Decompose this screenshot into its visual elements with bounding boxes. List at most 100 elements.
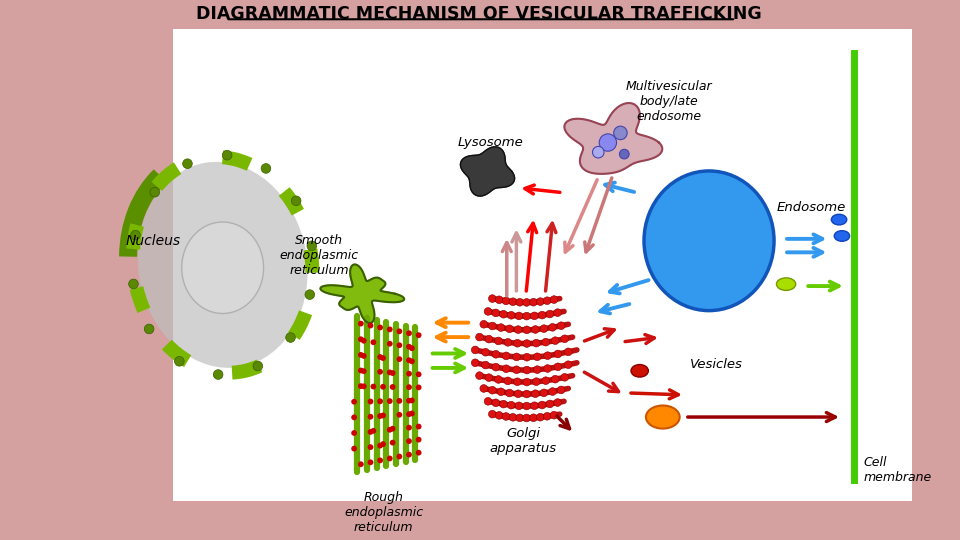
Circle shape [368, 399, 373, 404]
Circle shape [514, 378, 521, 386]
Circle shape [129, 279, 138, 289]
Circle shape [546, 400, 554, 408]
Circle shape [387, 369, 393, 375]
Circle shape [531, 312, 539, 320]
Circle shape [558, 322, 565, 329]
Text: Nucleus: Nucleus [126, 234, 180, 248]
Circle shape [523, 299, 531, 306]
Ellipse shape [631, 364, 648, 377]
Circle shape [371, 383, 376, 389]
Circle shape [307, 241, 317, 251]
Circle shape [504, 377, 512, 384]
Polygon shape [564, 103, 662, 174]
Circle shape [482, 361, 490, 369]
Circle shape [409, 346, 415, 351]
Circle shape [361, 368, 367, 374]
Circle shape [489, 386, 496, 394]
Circle shape [537, 413, 544, 421]
Circle shape [619, 149, 629, 159]
Text: Smooth
endoplasmic
reticulum: Smooth endoplasmic reticulum [279, 234, 358, 276]
Circle shape [416, 372, 421, 377]
Text: DIAGRAMMATIC MECHANISM OF VESICULAR TRAFFICKING: DIAGRAMMATIC MECHANISM OF VESICULAR TRAF… [196, 5, 761, 23]
Circle shape [351, 415, 357, 420]
Circle shape [368, 323, 373, 328]
Circle shape [489, 295, 496, 302]
Circle shape [523, 414, 531, 422]
Circle shape [509, 298, 516, 306]
Circle shape [502, 365, 510, 373]
Circle shape [406, 384, 412, 390]
Ellipse shape [834, 231, 850, 241]
Circle shape [371, 428, 376, 434]
Circle shape [499, 400, 507, 408]
Circle shape [471, 359, 479, 367]
Circle shape [554, 363, 562, 370]
Circle shape [492, 399, 499, 407]
Circle shape [492, 309, 499, 317]
Circle shape [371, 339, 376, 345]
Circle shape [471, 346, 479, 354]
Circle shape [261, 164, 271, 173]
Circle shape [533, 378, 540, 386]
Circle shape [523, 366, 531, 374]
Ellipse shape [181, 222, 264, 314]
Circle shape [492, 350, 500, 358]
Text: Cell
membrane: Cell membrane [863, 456, 931, 484]
Circle shape [530, 414, 538, 422]
Circle shape [523, 390, 531, 398]
Circle shape [484, 397, 492, 405]
Circle shape [537, 298, 544, 306]
Circle shape [533, 339, 540, 347]
Circle shape [368, 444, 373, 450]
Circle shape [502, 352, 510, 360]
Circle shape [396, 356, 402, 362]
Circle shape [554, 309, 562, 316]
Circle shape [358, 461, 364, 467]
Circle shape [368, 414, 373, 420]
Circle shape [508, 401, 516, 409]
Circle shape [551, 337, 559, 345]
Circle shape [550, 296, 558, 303]
Circle shape [531, 402, 539, 410]
Circle shape [406, 371, 412, 376]
Circle shape [351, 446, 357, 451]
Circle shape [554, 350, 562, 358]
Circle shape [506, 389, 514, 397]
Circle shape [387, 398, 393, 404]
Circle shape [506, 325, 514, 333]
Circle shape [484, 308, 492, 315]
Circle shape [377, 325, 383, 330]
Circle shape [546, 310, 554, 318]
Circle shape [358, 383, 364, 389]
Circle shape [475, 372, 483, 380]
Circle shape [406, 357, 412, 363]
Circle shape [286, 333, 296, 342]
Circle shape [406, 330, 412, 336]
Circle shape [406, 411, 412, 417]
Circle shape [523, 378, 531, 386]
Circle shape [523, 340, 531, 347]
Circle shape [416, 424, 421, 429]
Ellipse shape [646, 406, 680, 429]
Circle shape [377, 443, 383, 449]
Circle shape [482, 348, 490, 356]
Circle shape [564, 361, 572, 369]
Circle shape [131, 231, 140, 240]
Circle shape [305, 290, 315, 299]
Circle shape [390, 370, 396, 376]
Circle shape [499, 310, 507, 318]
Circle shape [175, 356, 184, 366]
Circle shape [380, 384, 386, 390]
Circle shape [523, 402, 531, 410]
Circle shape [534, 366, 541, 374]
Circle shape [377, 413, 383, 419]
Text: Multivesicular
body/late
endosome: Multivesicular body/late endosome [625, 79, 712, 123]
Circle shape [516, 414, 523, 422]
Circle shape [361, 353, 367, 359]
Circle shape [494, 337, 502, 345]
Circle shape [543, 413, 551, 420]
Circle shape [541, 377, 550, 384]
Circle shape [480, 384, 488, 393]
Circle shape [182, 159, 192, 168]
Circle shape [543, 364, 551, 373]
